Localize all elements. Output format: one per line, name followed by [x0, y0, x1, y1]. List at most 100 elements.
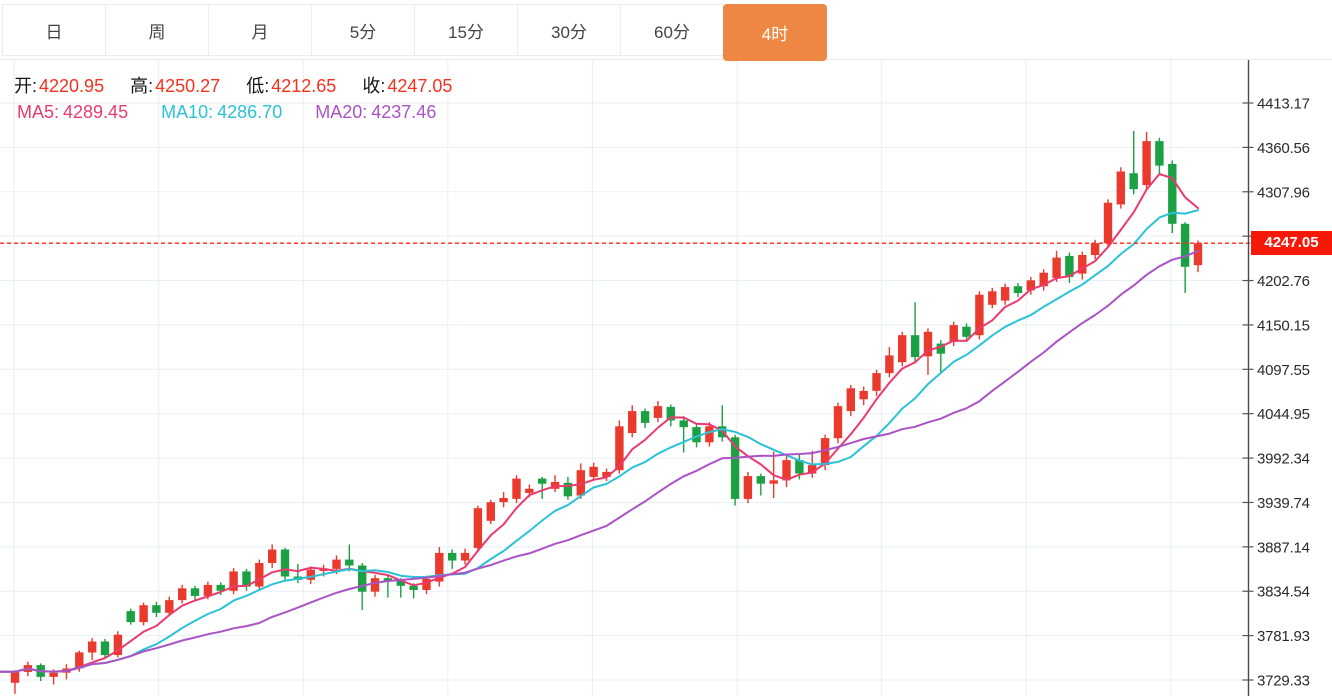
candle-down[interactable] [1065, 255, 1074, 277]
candle-up[interactable] [49, 672, 58, 677]
candle-down[interactable] [190, 588, 200, 596]
candle-up[interactable] [975, 294, 984, 336]
candle-up[interactable] [139, 605, 148, 623]
candle-up[interactable] [525, 488, 534, 493]
tab-day[interactable]: 日 [2, 4, 106, 56]
candle-up[interactable] [859, 390, 868, 400]
candle-down[interactable] [962, 326, 971, 337]
candle-down[interactable] [242, 571, 251, 587]
tab-15min[interactable]: 15分 [414, 4, 518, 56]
candle-up[interactable] [769, 480, 778, 484]
y-axis-label: 3834.54 [1257, 584, 1310, 601]
candle-up[interactable] [833, 406, 843, 439]
candle-up[interactable] [885, 355, 894, 374]
candle-up[interactable] [808, 465, 817, 474]
candle-up[interactable] [229, 571, 238, 591]
candle-up[interactable] [268, 549, 277, 564]
tab-week[interactable]: 周 [105, 4, 209, 56]
candle-down[interactable] [358, 565, 367, 592]
high-value: 4250.27 [155, 76, 221, 96]
candle-down[interactable] [692, 427, 701, 443]
candle-down[interactable] [1155, 141, 1164, 166]
candle-up[interactable] [653, 406, 663, 418]
candle-down[interactable] [1168, 163, 1177, 224]
candle-up[interactable] [1052, 257, 1061, 278]
candle-up[interactable] [589, 466, 598, 477]
candle-up[interactable] [460, 552, 470, 561]
candle-down[interactable] [345, 559, 354, 566]
candle-down[interactable] [448, 552, 457, 561]
candle-up[interactable] [949, 325, 958, 342]
candle-up[interactable] [512, 478, 521, 499]
candle-down[interactable] [936, 343, 945, 354]
candle-down[interactable] [640, 411, 650, 423]
tab-5min[interactable]: 5分 [311, 4, 415, 56]
candle-up[interactable] [178, 588, 187, 601]
candle-up[interactable] [499, 498, 508, 503]
candle-up[interactable] [306, 569, 315, 580]
candle-up[interactable] [435, 552, 444, 582]
candle-down[interactable] [910, 335, 920, 358]
candle-up[interactable] [255, 563, 264, 587]
candle-down[interactable] [126, 611, 135, 623]
candle-down[interactable] [100, 641, 110, 656]
candle-up[interactable] [1078, 255, 1087, 274]
candle-down[interactable] [730, 437, 740, 499]
candle-up[interactable] [820, 438, 830, 466]
candle-up[interactable] [1142, 141, 1151, 185]
candle-up[interactable] [846, 388, 855, 412]
candle-up[interactable] [1000, 287, 1010, 301]
candle-up[interactable] [872, 373, 881, 391]
candle-up[interactable] [782, 460, 791, 481]
candle-up[interactable] [370, 578, 380, 592]
candle-up[interactable] [898, 335, 907, 363]
candle-up[interactable] [486, 502, 495, 521]
candle-down[interactable] [666, 406, 675, 421]
candle-down[interactable] [396, 580, 405, 586]
tab-60min[interactable]: 60分 [620, 4, 724, 56]
candle-up[interactable] [988, 291, 997, 305]
candle-down[interactable] [756, 476, 765, 484]
candle-up[interactable] [203, 584, 213, 596]
candle-up[interactable] [705, 426, 714, 443]
candle-up[interactable] [615, 426, 624, 471]
y-axis-label: 3781.93 [1257, 628, 1310, 645]
candle-up[interactable] [1193, 243, 1203, 266]
tab-30min[interactable]: 30分 [517, 4, 621, 56]
tab-4hour[interactable]: 4时 [723, 4, 827, 61]
candle-up[interactable] [88, 641, 97, 653]
candle-down[interactable] [409, 585, 418, 590]
candle-up[interactable] [75, 652, 84, 669]
candle-down[interactable] [795, 460, 804, 474]
candle-up[interactable] [165, 600, 174, 613]
candle-up[interactable] [473, 508, 483, 548]
candle-down[interactable] [679, 420, 688, 428]
candle-down[interactable] [152, 605, 161, 613]
candle-up[interactable] [332, 559, 341, 569]
candle-down[interactable] [1129, 173, 1138, 190]
candle-up[interactable] [1090, 243, 1100, 255]
candle-down[interactable] [1013, 286, 1023, 293]
candle-down[interactable] [1180, 223, 1190, 267]
candle-up[interactable] [1103, 202, 1113, 244]
candle-up[interactable] [923, 331, 933, 357]
candle-up[interactable] [113, 634, 123, 655]
tab-month[interactable]: 月 [208, 4, 312, 56]
candle-down[interactable] [216, 584, 225, 591]
candle-down[interactable] [383, 578, 393, 581]
candle-up[interactable] [743, 476, 753, 499]
candle-up[interactable] [602, 471, 611, 477]
candle-up[interactable] [1116, 171, 1125, 205]
candle-series[interactable] [10, 131, 1203, 694]
candle-up[interactable] [1039, 272, 1048, 287]
candle-up[interactable] [422, 579, 431, 590]
candle-down[interactable] [538, 478, 547, 484]
candle-up[interactable] [576, 470, 585, 496]
candle-up[interactable] [1026, 280, 1035, 291]
candle-down[interactable] [563, 482, 573, 497]
candle-down[interactable] [280, 549, 290, 577]
candle-up[interactable] [628, 411, 637, 433]
candle-up[interactable] [10, 671, 20, 683]
y-axis-label: 4413.17 [1257, 96, 1310, 113]
